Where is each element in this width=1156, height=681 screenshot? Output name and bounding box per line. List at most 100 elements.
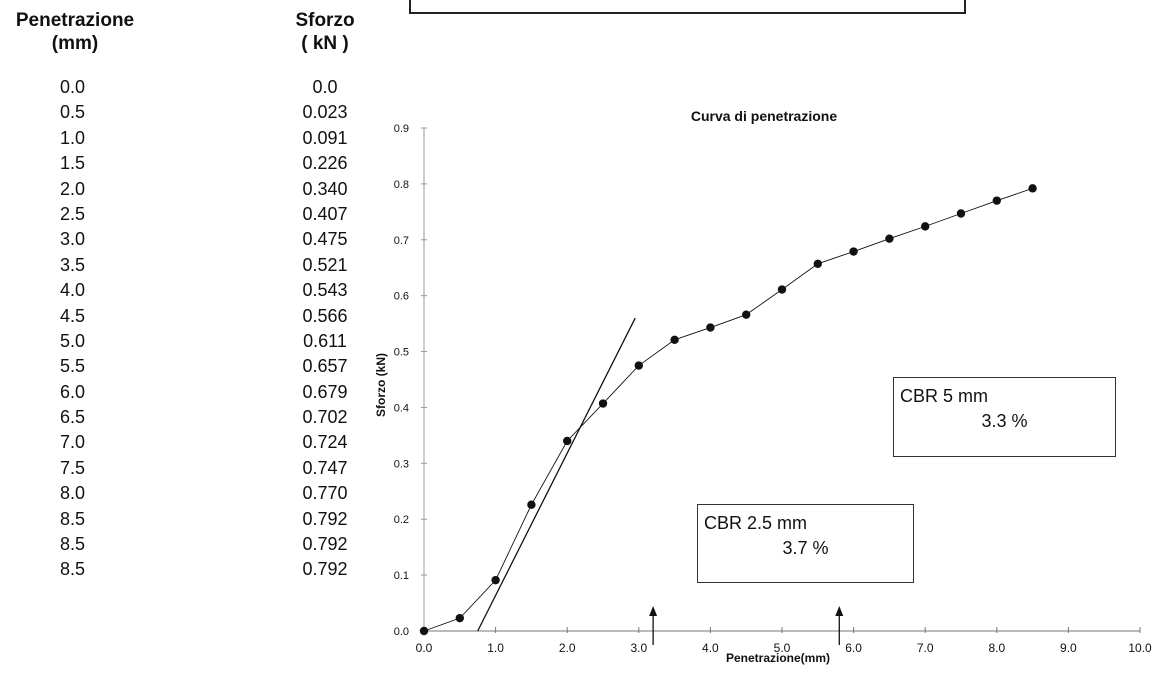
- force-header-unit: ( kN ): [301, 33, 349, 54]
- x-tick-label: 5.0: [774, 641, 791, 655]
- y-tick-label: 0.2: [394, 514, 409, 526]
- cbr-2-5mm-box: CBR 2.5 mm 3.7 %: [697, 504, 914, 583]
- y-tick-label: 0.4: [394, 402, 409, 414]
- data-point: [455, 613, 464, 623]
- x-tick-label: 1.0: [487, 641, 504, 655]
- penetration-value: 3.0: [59, 229, 86, 250]
- data-point: [956, 209, 966, 218]
- penetration-value: 2.0: [59, 178, 86, 199]
- force-value: 0.747: [302, 457, 348, 478]
- x-axis-label: Penetrazione(mm): [726, 651, 830, 665]
- penetration-value: 0.0: [59, 77, 86, 97]
- y-tick-label: 0.7: [394, 235, 409, 247]
- y-tick-label: 0.1: [394, 570, 409, 582]
- data-point: [849, 247, 858, 256]
- arrow-head-icon: [649, 606, 658, 616]
- y-axis-label: Sforzo (kN): [374, 353, 388, 417]
- x-tick-label: 8.0: [988, 641, 1005, 655]
- penetration-value: 2.5: [59, 203, 86, 224]
- data-point: [1028, 184, 1037, 193]
- x-tick-label: 9.0: [1060, 641, 1077, 655]
- data-point: [921, 222, 930, 231]
- penetration-value: 7.0: [59, 432, 86, 453]
- penetration-header-unit: (mm): [51, 33, 99, 54]
- x-tick-label: 3.0: [630, 641, 647, 655]
- x-tick-label: 4.0: [702, 641, 719, 655]
- data-point: [885, 234, 894, 243]
- data-point: [670, 335, 679, 345]
- x-tick-label: 0.0: [416, 641, 433, 655]
- force-value: 0.611: [303, 330, 347, 351]
- y-tick-label: 0.3: [394, 458, 409, 470]
- x-tick-label: 2.0: [559, 641, 576, 655]
- force-value: 0.566: [302, 305, 348, 326]
- force-value: 0.543: [302, 280, 348, 301]
- y-tick-label: 0.8: [394, 179, 409, 191]
- x-tick-label: 10.0: [1128, 641, 1152, 655]
- data-point: [598, 399, 608, 408]
- cbr-5mm-label: CBR 5 mm: [900, 386, 989, 406]
- penetration-value: 7.5: [59, 457, 86, 478]
- force-value: 0.226: [302, 153, 348, 174]
- force-value: 0.407: [302, 203, 348, 224]
- index-cbr-title: INDICE CBR = 4 %: [409, 0, 966, 14]
- x-tick-label: 7.0: [917, 641, 934, 655]
- chart-title: Curva di penetrazione: [691, 108, 837, 124]
- data-point: [992, 196, 1001, 205]
- cbr-2-5mm-label: CBR 2.5 mm: [704, 513, 808, 533]
- data-point: [419, 626, 429, 636]
- x-tick-label: 6.0: [845, 641, 862, 655]
- penetration-value: 3.5: [59, 254, 86, 275]
- force-value: 0.023: [302, 102, 348, 123]
- force-value: 0.340: [302, 178, 348, 199]
- force-value: 0.475: [302, 229, 348, 250]
- data-point: [813, 259, 822, 269]
- penetration-value: 1.5: [59, 153, 86, 174]
- arrow-head-icon: [835, 606, 844, 616]
- penetration-value: 8.5: [59, 534, 86, 555]
- data-point: [491, 575, 500, 585]
- data-point: [742, 310, 751, 319]
- force-column-header: Sforzo ( kN ): [280, 9, 370, 55]
- penetration-value: 1.0: [59, 127, 86, 148]
- force-value: 0.091: [302, 127, 348, 148]
- penetration-value: 6.5: [59, 407, 86, 428]
- force-value: 0.724: [302, 432, 348, 453]
- force-value: 0.792: [302, 534, 348, 555]
- penetration-value: 5.5: [59, 356, 86, 377]
- penetration-column-header: Penetrazione (mm): [0, 9, 150, 55]
- force-value: 0.0: [312, 77, 338, 97]
- cbr-5mm-value: 3.3 %: [981, 411, 1028, 431]
- penetration-value: 4.5: [59, 305, 86, 326]
- penetration-value: 8.5: [59, 508, 86, 529]
- force-values-column: 0.0 0.023 0.091 0.226 0.340 0.407 0.475 0.521 0.…: [282, 75, 368, 583]
- force-value: 0.702: [302, 407, 348, 428]
- force-value: 0.521: [302, 254, 348, 275]
- data-point: [706, 323, 715, 332]
- force-value: 0.770: [302, 483, 348, 504]
- penetration-value: 5.0: [59, 330, 86, 351]
- force-value: 0.792: [302, 508, 348, 529]
- tangent-line: [477, 317, 636, 632]
- data-point: [777, 285, 787, 294]
- penetration-value: 8.0: [59, 483, 86, 504]
- y-tick-label: 0.6: [394, 291, 409, 303]
- y-tick-label: 0.9: [394, 123, 409, 135]
- data-point: [634, 361, 643, 370]
- data-point: [563, 436, 572, 446]
- penetration-value: 0.5: [59, 102, 86, 123]
- penetration-values-column: 0.0 0.5 1.0 1.5 2.0 2.5 3.0 3.5 4.0 4.5 5.0 5.5 6.0 6…: [30, 75, 115, 583]
- force-value: 0.657: [302, 356, 348, 377]
- data-point: [527, 500, 536, 509]
- force-value: 0.679: [302, 381, 348, 402]
- penetration-value: 6.0: [59, 381, 86, 402]
- cbr-2-5mm-value: 3.7 %: [782, 538, 829, 558]
- y-tick-label: 0.0: [394, 626, 409, 638]
- y-tick-label: 0.5: [394, 347, 409, 359]
- penetration-header-label: Penetrazione: [15, 10, 135, 31]
- force-header-label: Sforzo: [295, 10, 355, 31]
- force-value: 0.792: [302, 559, 348, 580]
- cbr-5mm-box: CBR 5 mm 3.3 %: [893, 377, 1116, 457]
- penetration-value: 4.0: [59, 280, 86, 301]
